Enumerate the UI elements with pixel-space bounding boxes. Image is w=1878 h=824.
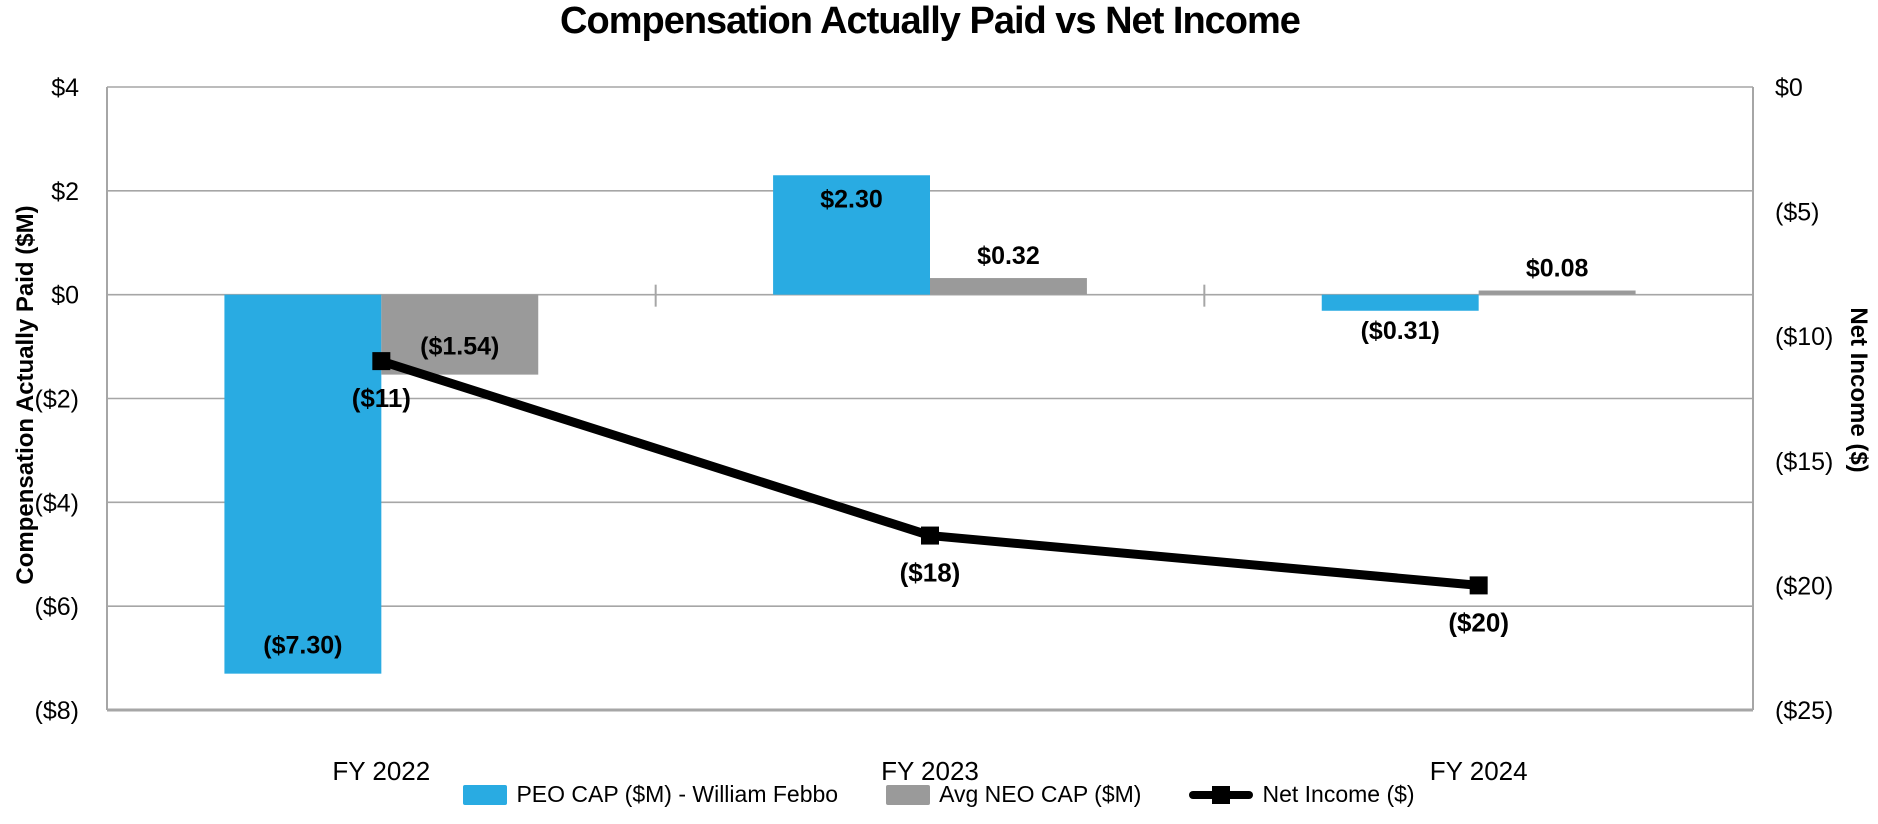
x-axis-label: FY 2023 [881,756,979,786]
neo-cap-swatch-icon [886,784,931,805]
x-axis-label: FY 2024 [1430,756,1528,786]
net-income-marker [372,352,391,371]
bar-peo-FY 2024 [1321,294,1479,311]
net-income-marker [921,526,939,545]
left-axis-tick-label: ($6) [35,593,79,621]
legend-label-peo-cap: PEO CAP ($M) - William Febbo [516,781,839,807]
right-axis-tick-label: ($25) [1775,697,1833,725]
right-axis-tick-label: ($20) [1775,572,1833,600]
bar-neo-FY 2023 [930,278,1087,295]
net-income-data-label: ($20) [1448,607,1509,637]
right-axis-tick-label: ($15) [1775,448,1833,476]
left-axis-tick-label: ($2) [35,386,79,414]
bar-peo-FY 2023 [773,175,930,295]
bar-peo-FY 2022 [224,294,382,674]
left-axis-tick-label: ($8) [35,697,79,725]
right-axis-tick-label: ($5) [1775,199,1819,227]
left-axis-title: Compensation Actually Paid ($M) [12,205,39,585]
net-income-line-marker-icon [1189,784,1254,806]
net-income-data-label: ($18) [900,558,961,588]
bar-data-label: $0.32 [977,242,1040,270]
right-axis-tick-label: $0 [1775,74,1803,102]
left-axis-tick-label: $4 [51,74,79,102]
legend-item-net-income: Net Income ($) [1189,781,1415,808]
bar-data-label: ($7.30) [263,632,342,660]
chart-title: Compensation Actually Paid vs Net Income [560,0,1301,42]
legend-item-peo-cap: PEO CAP ($M) - William Febbo [463,781,838,808]
left-axis-tick-label: $0 [51,282,79,310]
bar-data-label: ($1.54) [420,333,499,361]
legend-item-neo-cap: Avg NEO CAP ($M) [886,781,1141,808]
net-income-marker [1469,576,1488,595]
legend-label-neo-cap: Avg NEO CAP ($M) [939,781,1142,807]
legend: PEO CAP ($M) - William Febbo Avg NEO CAP… [0,781,1878,808]
bar-data-label: ($0.31) [1361,317,1440,345]
right-axis-title: Net Income ($) [1845,307,1872,473]
right-axis-tick-label: ($10) [1775,323,1833,351]
net-income-line [376,356,1484,590]
bar-neo-FY 2022 [381,294,539,375]
bar-data-label: $0.08 [1526,255,1589,283]
bar-neo-FY 2024 [1478,290,1636,295]
left-axis-tick-label: ($4) [35,489,79,517]
net-income-data-label: ($11) [352,383,411,413]
legend-label-net-income: Net Income ($) [1262,781,1415,807]
peo-cap-swatch-icon [463,784,508,805]
left-axis-tick-label: $2 [51,178,79,206]
x-axis-label: FY 2022 [332,756,430,786]
bar-data-label: $2.30 [820,185,883,213]
